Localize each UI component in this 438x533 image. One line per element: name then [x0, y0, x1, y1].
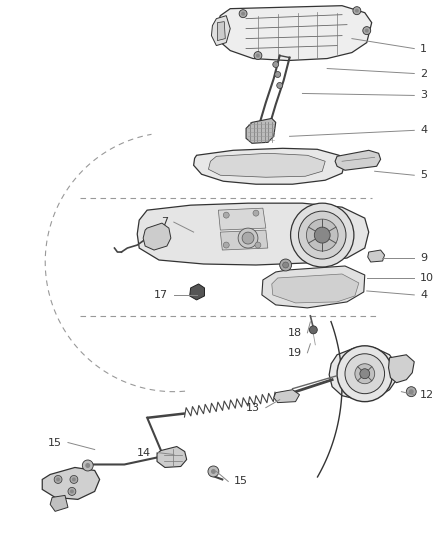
Text: 18: 18 — [287, 328, 301, 338]
Circle shape — [307, 219, 338, 251]
Polygon shape — [220, 230, 268, 250]
Text: 5: 5 — [420, 170, 427, 180]
Circle shape — [56, 478, 60, 481]
Polygon shape — [208, 154, 325, 177]
Text: 13: 13 — [246, 402, 260, 413]
Text: 4: 4 — [420, 125, 427, 135]
Text: 1: 1 — [420, 44, 427, 54]
Circle shape — [283, 262, 289, 268]
Text: 2: 2 — [420, 69, 427, 78]
Circle shape — [409, 389, 414, 394]
Text: 9: 9 — [420, 253, 427, 263]
Circle shape — [253, 210, 259, 216]
Polygon shape — [272, 274, 359, 303]
Text: 4: 4 — [420, 290, 427, 300]
Circle shape — [54, 475, 62, 483]
Circle shape — [223, 242, 229, 248]
Circle shape — [345, 354, 385, 394]
Text: 15: 15 — [234, 477, 248, 487]
Circle shape — [353, 7, 361, 15]
Polygon shape — [194, 148, 345, 184]
Polygon shape — [368, 250, 385, 262]
Polygon shape — [50, 495, 68, 511]
Polygon shape — [329, 348, 396, 400]
Circle shape — [255, 242, 261, 248]
Circle shape — [208, 466, 219, 477]
Circle shape — [70, 475, 78, 483]
Circle shape — [314, 227, 330, 243]
Circle shape — [273, 61, 279, 68]
Polygon shape — [137, 203, 369, 265]
Circle shape — [238, 228, 258, 248]
Circle shape — [355, 364, 374, 384]
Circle shape — [360, 369, 370, 379]
Text: 7: 7 — [161, 217, 168, 227]
Polygon shape — [143, 223, 171, 250]
Circle shape — [72, 478, 76, 481]
Circle shape — [68, 487, 76, 495]
Circle shape — [85, 463, 90, 468]
Text: 10: 10 — [420, 273, 434, 283]
Circle shape — [363, 27, 371, 35]
Text: 15: 15 — [48, 438, 62, 448]
Circle shape — [239, 10, 247, 18]
Circle shape — [290, 203, 354, 267]
Polygon shape — [212, 15, 230, 46]
Circle shape — [309, 326, 317, 334]
Circle shape — [298, 211, 346, 259]
Polygon shape — [246, 118, 276, 143]
Polygon shape — [262, 266, 365, 308]
Polygon shape — [219, 208, 266, 230]
Circle shape — [337, 346, 392, 402]
Polygon shape — [274, 390, 300, 402]
Text: 17: 17 — [154, 290, 168, 300]
Polygon shape — [389, 355, 414, 383]
Circle shape — [275, 71, 281, 77]
Circle shape — [223, 212, 229, 218]
Circle shape — [211, 469, 216, 474]
Circle shape — [355, 9, 359, 13]
Circle shape — [365, 29, 369, 33]
Circle shape — [277, 83, 283, 88]
Text: 3: 3 — [420, 91, 427, 100]
Circle shape — [82, 460, 93, 471]
Polygon shape — [42, 467, 99, 499]
Circle shape — [280, 259, 292, 271]
Polygon shape — [190, 284, 205, 300]
Text: 19: 19 — [287, 348, 301, 358]
Circle shape — [242, 232, 254, 244]
Circle shape — [241, 12, 245, 15]
Polygon shape — [157, 447, 187, 467]
Circle shape — [70, 489, 74, 494]
Circle shape — [256, 53, 260, 58]
Text: 12: 12 — [420, 390, 434, 400]
Polygon shape — [217, 22, 225, 41]
Text: 14: 14 — [137, 448, 151, 457]
Polygon shape — [335, 150, 381, 170]
Circle shape — [406, 386, 416, 397]
Polygon shape — [216, 6, 372, 61]
Circle shape — [254, 52, 262, 60]
